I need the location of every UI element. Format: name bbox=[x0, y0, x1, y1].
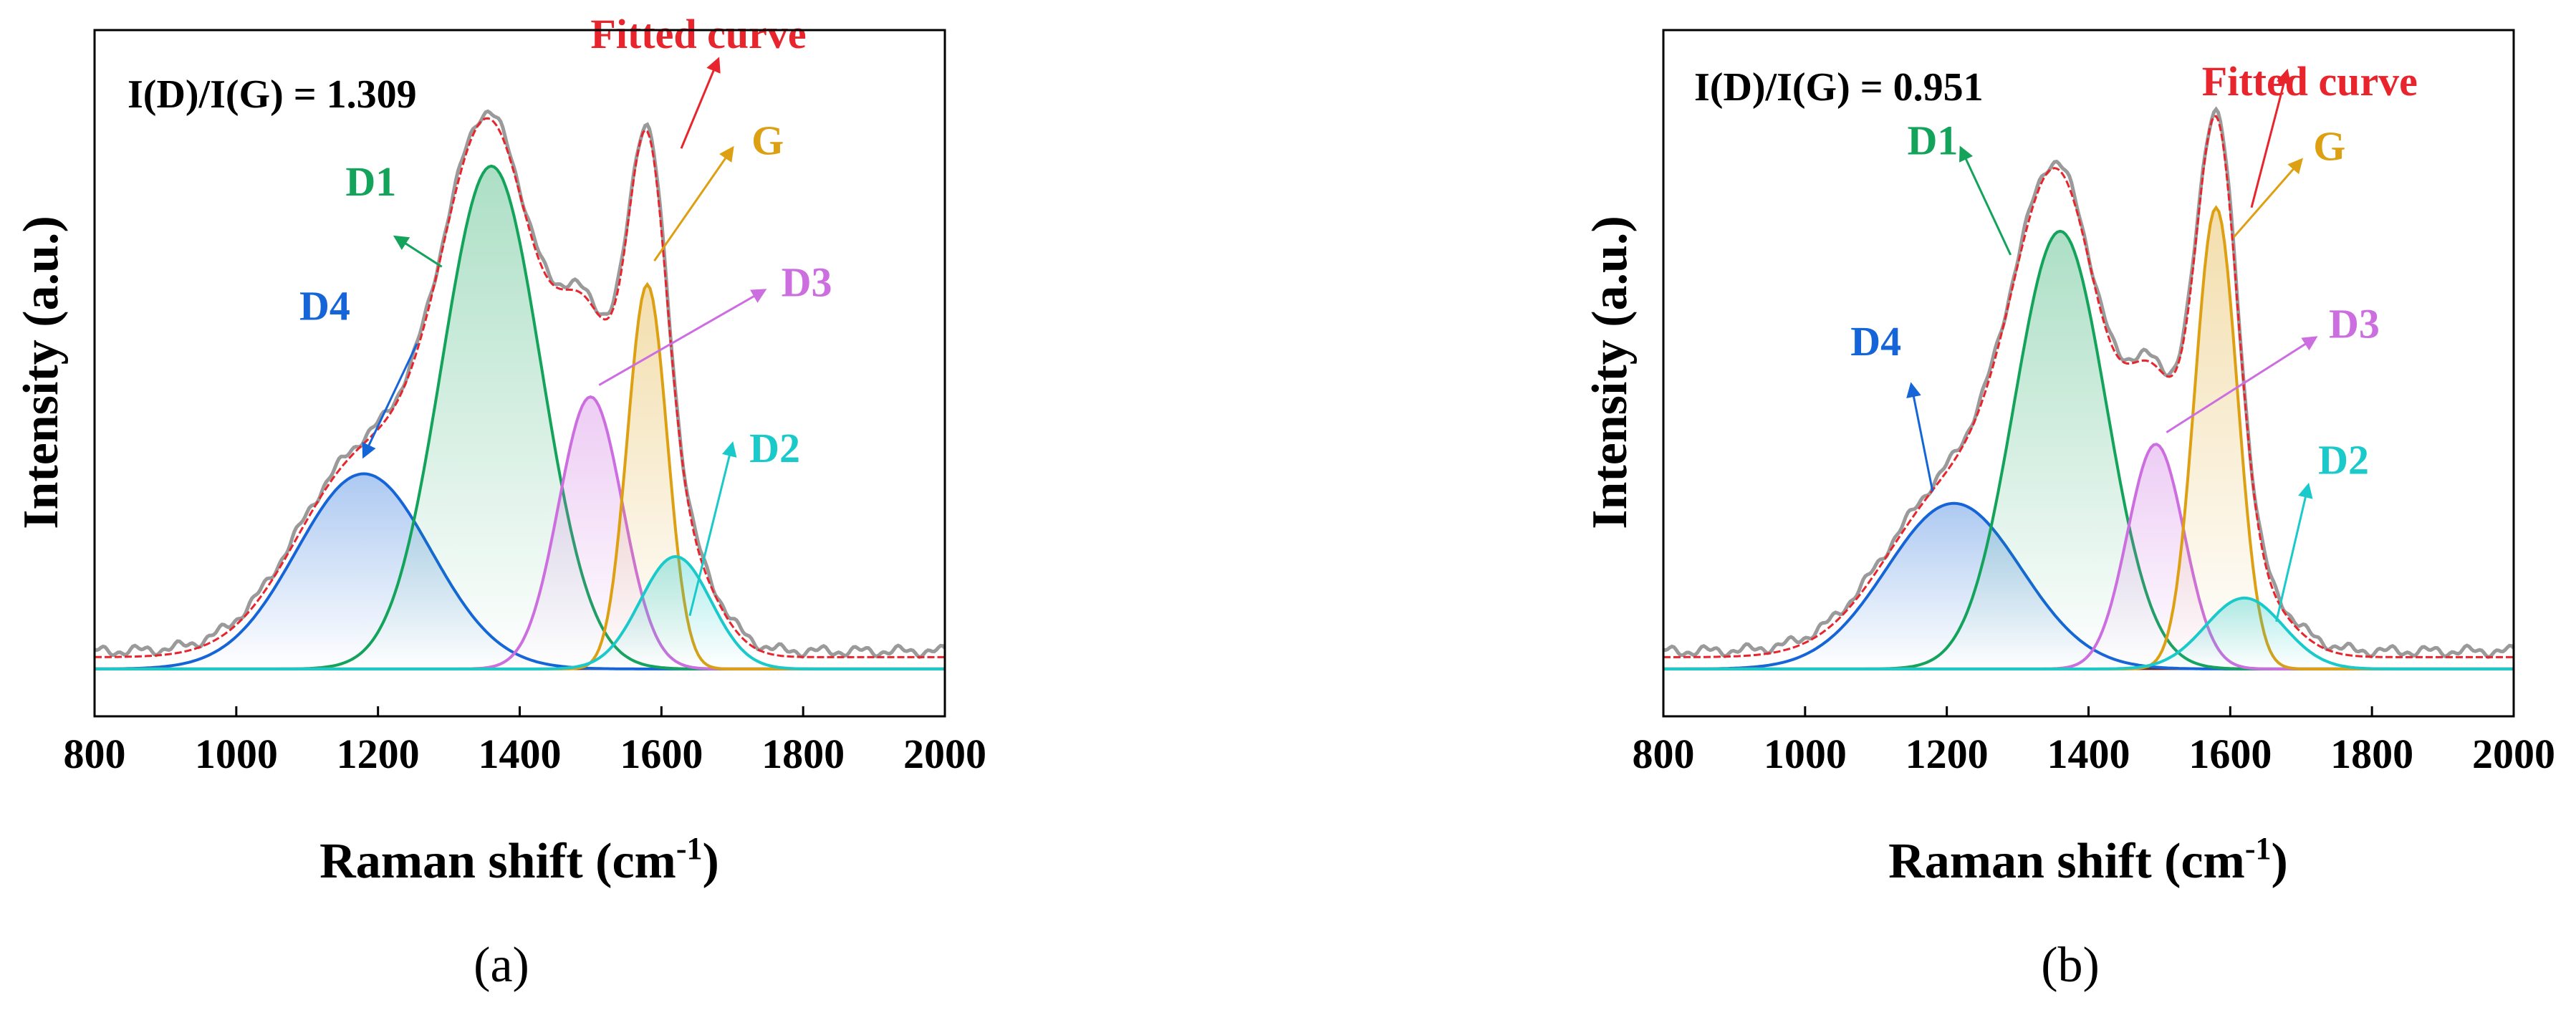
panel-a-ticks: 800 1000 1200 1400 1600 1800 2000 bbox=[64, 706, 986, 777]
fitted-curve-arrow bbox=[680, 57, 721, 149]
panel-b-curves: D4 D1 D3 G D2 Fitted curve bbox=[1663, 58, 2515, 670]
x-tick-label: 2000 bbox=[2472, 731, 2555, 777]
panel-b-caption-label: (b) bbox=[2041, 938, 2100, 993]
peak-d1-fill bbox=[1663, 231, 2514, 669]
fitted-curve-arrow bbox=[2250, 68, 2292, 208]
peak-d2-label: D2 bbox=[749, 425, 800, 471]
peak-d1-label: D1 bbox=[1907, 117, 1958, 163]
peak-d2-curve bbox=[95, 554, 945, 670]
x-tick-label: 1200 bbox=[1905, 731, 1989, 777]
panel-b-ratio-text: I(D)/I(G) = 0.951 bbox=[1694, 65, 1984, 110]
x-tick-label: 1000 bbox=[1764, 731, 1847, 777]
fitted-curve bbox=[95, 117, 945, 658]
x-tick-label: 1400 bbox=[2047, 731, 2130, 777]
peak-g-arrow bbox=[2233, 158, 2304, 239]
peak-g-arrow bbox=[653, 145, 734, 261]
peak-d2-curve bbox=[1663, 596, 2514, 670]
x-tick-label: 1000 bbox=[195, 731, 278, 777]
panel-a-ratio-text: I(D)/I(G) = 1.309 bbox=[128, 72, 417, 117]
peak-d2-fill bbox=[95, 557, 945, 669]
peak-d1-fill bbox=[95, 165, 945, 669]
peak-d1-arrow bbox=[393, 235, 443, 268]
peak-d3-label: D3 bbox=[2329, 300, 2380, 347]
x-tick-label: 1200 bbox=[337, 731, 420, 777]
peak-d4-label: D4 bbox=[299, 283, 350, 330]
x-tick-label: 800 bbox=[1633, 731, 1695, 777]
peak-d3-label: D3 bbox=[782, 259, 832, 306]
peak-g-label: G bbox=[751, 117, 784, 163]
peak-g-label: G bbox=[2313, 123, 2345, 170]
x-tick-label: 1800 bbox=[2330, 731, 2413, 777]
fitted-curve-label: Fitted curve bbox=[2202, 58, 2418, 105]
peak-d1-label: D1 bbox=[345, 158, 396, 205]
x-tick-label: 1400 bbox=[479, 731, 562, 777]
panel-a-x-axis-title: Raman shift (cm-1) bbox=[319, 831, 719, 889]
panel-a-curves: D4 D1 D3 G D2 Fitted curve bbox=[94, 11, 946, 670]
peak-d4-arrow bbox=[1906, 382, 1934, 492]
peak-d3-arrow bbox=[2166, 336, 2318, 433]
peak-d4-arrow bbox=[362, 343, 418, 459]
panel-b: D4 D1 D3 G D2 Fitted curve 800 1000 1200 1400 160… bbox=[1582, 29, 2555, 993]
peak-d2-fill bbox=[1663, 597, 2514, 669]
panel-b-ticks: 800 1000 1200 1400 1600 1800 2000 bbox=[1633, 706, 2555, 777]
x-tick-label: 2000 bbox=[903, 731, 986, 777]
x-tick-label: 1800 bbox=[761, 731, 845, 777]
panel-a-y-axis-title: Intensity (a.u.) bbox=[14, 216, 69, 529]
x-tick-label: 1600 bbox=[2188, 731, 2272, 777]
peak-d2-label: D2 bbox=[2318, 436, 2369, 483]
peak-d1-arrow bbox=[1959, 145, 2012, 256]
peak-d2-arrow bbox=[2275, 482, 2313, 622]
fitted-curve bbox=[1663, 115, 2514, 658]
peak-d4-label: D4 bbox=[1850, 318, 1901, 365]
panel-b-y-axis-title: Intensity (a.u.) bbox=[1582, 216, 1638, 529]
peak-d4-fill bbox=[95, 473, 945, 669]
peak-d3-arrow bbox=[598, 289, 767, 386]
peak-d4-fill bbox=[1663, 503, 2514, 669]
panel-a: D4 D1 D3 G D2 Fitted curve 800 1000 1200 1400 160… bbox=[14, 11, 986, 993]
x-tick-label: 800 bbox=[64, 731, 126, 777]
peak-d2-arrow bbox=[688, 441, 737, 616]
panel-a-caption-label: (a) bbox=[474, 938, 529, 993]
panel-b-x-axis-title: Raman shift (cm-1) bbox=[1888, 831, 2288, 889]
fitted-curve-label: Fitted curve bbox=[590, 11, 806, 57]
x-tick-label: 1600 bbox=[620, 731, 703, 777]
